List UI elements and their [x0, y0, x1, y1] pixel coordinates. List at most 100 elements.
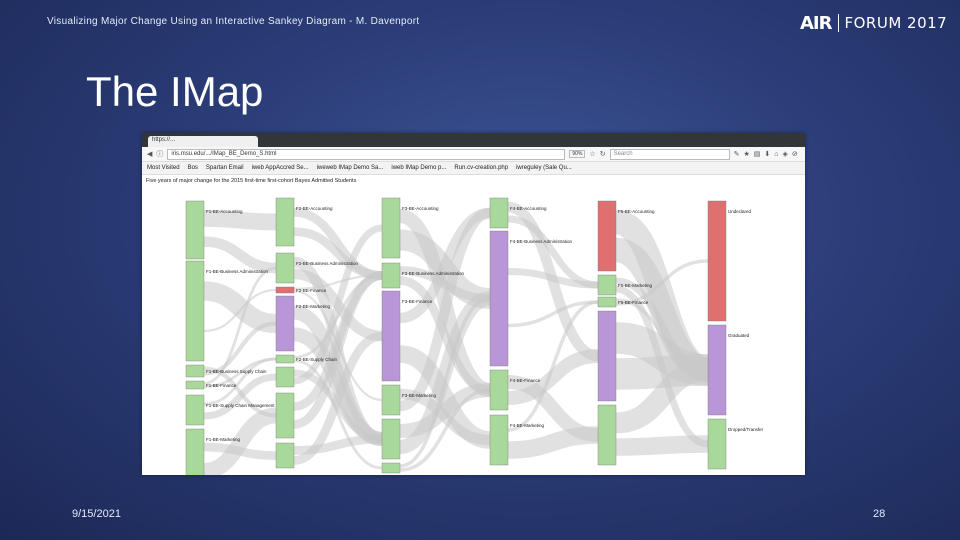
- sankey-flow[interactable]: [293, 271, 383, 429]
- slide-header: Visualizing Major Change Using an Intera…: [47, 16, 420, 27]
- sankey-node[interactable]: [185, 380, 205, 390]
- sankey-node[interactable]: [185, 394, 205, 426]
- menu-icon[interactable]: ⊘: [791, 151, 798, 158]
- bookmark-item[interactable]: iweb IMap Demo p...: [391, 165, 447, 171]
- sankey-flow[interactable]: [399, 388, 491, 472]
- url-field[interactable]: iris.msu.edu/.../IMap_BE_Demo_S.html: [167, 148, 566, 160]
- sankey-node-label: F2-BE-Supply Chain: [296, 357, 338, 362]
- sankey-flow[interactable]: [615, 359, 709, 434]
- sankey-flow[interactable]: [203, 266, 277, 385]
- sankey-node-label: F5-BE-Finance: [618, 300, 649, 305]
- sankey-flow[interactable]: [203, 357, 277, 406]
- bookmark-item[interactable]: iwreguley (Sale Qu...: [516, 165, 572, 171]
- sankey-node[interactable]: [381, 290, 401, 382]
- sankey-flow[interactable]: [507, 300, 599, 432]
- sankey-node[interactable]: [275, 197, 295, 247]
- slide-title: The IMap: [86, 68, 264, 115]
- sankey-flow[interactable]: [398, 207, 492, 412]
- search-input[interactable]: Search: [609, 148, 730, 160]
- footer-date: 9/15/2021: [72, 508, 121, 520]
- sankey-node-label: F3-BE-Finance: [402, 299, 433, 304]
- bookmark-item[interactable]: Run.cv-creation.php: [454, 165, 509, 171]
- sankey-flow[interactable]: [203, 210, 277, 231]
- sankey-flow[interactable]: [203, 281, 277, 334]
- sankey-node[interactable]: [489, 369, 509, 411]
- sankey-node[interactable]: [597, 200, 617, 272]
- sankey-node[interactable]: [489, 414, 509, 466]
- sankey-flow[interactable]: [203, 321, 277, 376]
- shield-icon[interactable]: ◈: [782, 151, 788, 158]
- sankey-flow[interactable]: [203, 236, 277, 274]
- sankey-node[interactable]: [185, 260, 205, 362]
- bookmark-item[interactable]: Most Visited: [147, 165, 180, 171]
- sankey-node[interactable]: [597, 404, 617, 466]
- sankey-node-label: F3-BE-Business Administration: [402, 271, 465, 276]
- sankey-node-label: F2-BE-Finance: [296, 288, 327, 293]
- sankey-node[interactable]: [597, 296, 617, 308]
- bookmark-item[interactable]: Bos: [187, 165, 198, 171]
- bookmark-item[interactable]: Spartan Email: [205, 165, 244, 171]
- sankey-node[interactable]: [597, 274, 617, 296]
- sankey-node[interactable]: [185, 200, 205, 260]
- sankey-node[interactable]: [275, 442, 295, 469]
- sankey-node-label: F4-BE-Finance: [510, 378, 541, 383]
- sankey-flow[interactable]: [507, 426, 599, 459]
- sankey-node[interactable]: [275, 252, 295, 284]
- sankey-flow[interactable]: [507, 268, 599, 289]
- logo-forum: FORUM 2017: [844, 14, 948, 32]
- sankey-node-label: F5-BE-Marketing: [618, 283, 653, 288]
- sankey-flow[interactable]: [203, 407, 277, 475]
- back-icon[interactable]: ◀: [147, 151, 153, 158]
- sankey-flow[interactable]: [293, 359, 383, 470]
- download-icon[interactable]: ⬇: [764, 151, 771, 158]
- sankey-node[interactable]: [275, 392, 295, 439]
- sankey-node-label: F1-BE-Supply Chain Management: [206, 403, 275, 408]
- sankey-flow[interactable]: [293, 434, 383, 455]
- zoom-level[interactable]: 90%: [569, 150, 586, 158]
- sankey-flow[interactable]: [203, 373, 277, 420]
- bookmark-star-icon[interactable]: ☆: [589, 151, 596, 158]
- sankey-node[interactable]: [597, 310, 617, 402]
- sankey-node[interactable]: [381, 262, 401, 289]
- sankey-flow[interactable]: [615, 435, 709, 456]
- sankey-node[interactable]: [707, 324, 727, 416]
- sankey-node[interactable]: [275, 286, 295, 294]
- star-icon[interactable]: ★: [743, 151, 750, 158]
- sankey-node[interactable]: [381, 462, 401, 474]
- tools-icon[interactable]: ✎: [733, 151, 740, 158]
- sankey-node[interactable]: [707, 418, 727, 470]
- browser-tab[interactable]: https://...: [148, 136, 258, 147]
- reload-icon[interactable]: ↻: [599, 151, 606, 158]
- sankey-node-label: Graduated: [728, 333, 750, 338]
- sankey-node[interactable]: [381, 418, 401, 460]
- sankey-node[interactable]: [275, 354, 295, 364]
- sankey-node[interactable]: [185, 364, 205, 378]
- sankey-node[interactable]: [489, 230, 509, 367]
- sankey-node[interactable]: [707, 200, 727, 322]
- sankey-node[interactable]: [185, 428, 205, 475]
- sankey-flow[interactable]: [399, 296, 491, 468]
- logo-divider: [837, 14, 839, 32]
- sankey-flow[interactable]: [293, 331, 383, 465]
- sankey-node[interactable]: [381, 384, 401, 416]
- sankey-flow[interactable]: [507, 349, 599, 405]
- sankey-node[interactable]: [275, 366, 295, 388]
- sankey-diagram: F1-BE-Accounting F1-BE-Business Administr…: [185, 197, 764, 475]
- sankey-node-label: F1-BE-Accounting: [206, 209, 243, 214]
- bookmark-item[interactable]: iweb AppAccred Se...: [251, 165, 309, 171]
- sankey-flow[interactable]: [293, 227, 383, 280]
- air-forum-logo: AIR FORUM 2017: [800, 12, 947, 34]
- home-icon[interactable]: ⌂: [774, 150, 779, 158]
- sankey-flow[interactable]: [203, 288, 277, 333]
- sankey-node-label: F1-BE-Business Supply Chain: [206, 369, 267, 374]
- sankey-flow[interactable]: [507, 300, 599, 328]
- info-icon[interactable]: ⓘ: [156, 151, 164, 158]
- library-icon[interactable]: ▤: [753, 151, 761, 158]
- sankey-flow[interactable]: [615, 259, 709, 306]
- sankey-node[interactable]: [381, 197, 401, 259]
- sankey-flow[interactable]: [293, 224, 383, 385]
- sankey-node[interactable]: [489, 197, 509, 229]
- sankey-node[interactable]: [275, 295, 295, 352]
- sankey-node-label: F4-BE-Business Administration: [510, 239, 573, 244]
- bookmark-item[interactable]: iweweb IMap Demo Sa...: [316, 165, 384, 171]
